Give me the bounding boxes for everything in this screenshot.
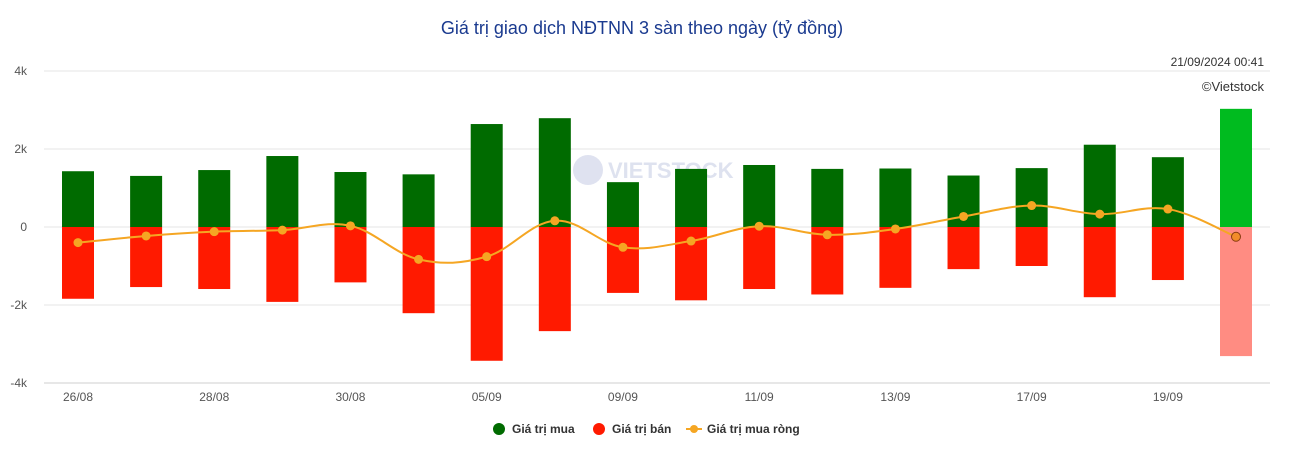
x-tick-label: 13/09: [880, 390, 910, 404]
buy-bar: [811, 168, 844, 227]
buy-bar: [402, 174, 435, 227]
x-tick-label: 17/09: [1017, 390, 1047, 404]
sell-bar: [743, 227, 776, 290]
buy-bar: [879, 168, 912, 227]
y-tick-label: -4k: [10, 376, 28, 390]
legend[interactable]: Giá trị mua Giá trị bán Giá trị mua ròng: [493, 422, 800, 436]
y-tick-label: 0: [20, 220, 27, 234]
net-point: [209, 227, 219, 237]
x-tick-label: 28/08: [199, 390, 229, 404]
sell-bar: [538, 227, 571, 332]
legend-label: Giá trị mua: [512, 422, 575, 436]
legend-symbol: [493, 423, 505, 435]
buy-bar: [675, 168, 708, 227]
net-point: [414, 254, 424, 264]
chart-title: Giá trị giao dịch NĐTNN 3 sàn theo ngày …: [441, 18, 843, 38]
net-point: [73, 238, 83, 248]
legend-label: Giá trị mua ròng: [707, 422, 800, 436]
x-tick-label: 09/09: [608, 390, 638, 404]
buy-bar: [198, 170, 231, 227]
net-point: [890, 224, 900, 234]
sell-bar: [606, 227, 639, 293]
net-point: [550, 216, 560, 226]
y-axis: 4k 2k 0 -2k -4k: [10, 64, 28, 390]
net-point: [141, 231, 151, 241]
grid-lines: [44, 70, 1270, 384]
sell-bar: [879, 227, 912, 288]
sell-bar: [402, 227, 435, 314]
legend-item[interactable]: Giá trị bán: [593, 422, 671, 436]
x-axis: 26/08 28/08 30/08 05/09 09/09 11/09 13/09 17/09…: [63, 390, 1183, 404]
y-tick-label: -2k: [10, 298, 28, 312]
watermark-logo: VIETSTOCK: [573, 155, 734, 185]
x-tick-label: 30/08: [335, 390, 365, 404]
sell-bar: [947, 227, 980, 270]
watermark-text: VIETSTOCK: [608, 158, 734, 183]
legend-symbol-point: [690, 425, 698, 433]
buy-bar: [538, 118, 571, 227]
net-point: [959, 211, 969, 221]
net-point: [1163, 204, 1173, 214]
net-point: [345, 221, 355, 231]
sell-bar: [1083, 227, 1116, 298]
x-tick-label: 26/08: [63, 390, 93, 404]
buy-bar: [470, 124, 503, 227]
buy-bar: [1015, 168, 1048, 227]
sell-bar: [1151, 227, 1184, 281]
sell-bar: [470, 227, 503, 361]
net-line-group: [73, 201, 1241, 264]
sell-bar: [1015, 227, 1048, 266]
net-point: [482, 252, 492, 262]
buy-bar: [334, 172, 367, 227]
chart-timestamp: 21/09/2024 00:41: [1171, 55, 1265, 69]
sell-bar: [334, 227, 367, 283]
net-point: [1095, 209, 1105, 219]
buy-bar: [1220, 108, 1252, 227]
sell-bar: [198, 227, 231, 290]
y-tick-label: 4k: [14, 64, 28, 78]
sell-bar: [266, 227, 299, 302]
buy-bar: [266, 156, 299, 227]
net-point: [822, 230, 832, 240]
net-point: [686, 236, 696, 246]
sell-bar: [1220, 227, 1252, 357]
buy-bar: [1151, 157, 1184, 227]
buy-bar: [62, 171, 94, 227]
net-point: [1027, 201, 1037, 211]
bars-group: [62, 108, 1252, 361]
net-point: [277, 225, 287, 235]
buy-bar: [743, 164, 776, 227]
buy-bar: [606, 182, 639, 227]
legend-item[interactable]: Giá trị mua ròng: [686, 422, 800, 436]
legend-symbol: [593, 423, 605, 435]
x-tick-label: 11/09: [745, 390, 774, 404]
legend-item[interactable]: Giá trị mua: [493, 422, 575, 436]
net-point: [618, 242, 628, 252]
net-point: [1231, 231, 1241, 242]
buy-bar: [130, 175, 163, 227]
y-tick-label: 2k: [14, 142, 28, 156]
net-line: [77, 204, 1237, 264]
x-tick-label: 19/09: [1153, 390, 1183, 404]
sell-bar: [62, 227, 94, 299]
chart-credit: ©Vietstock: [1202, 79, 1265, 94]
legend-label: Giá trị bán: [612, 422, 671, 436]
x-tick-label: 05/09: [472, 390, 502, 404]
net-point: [754, 221, 764, 231]
